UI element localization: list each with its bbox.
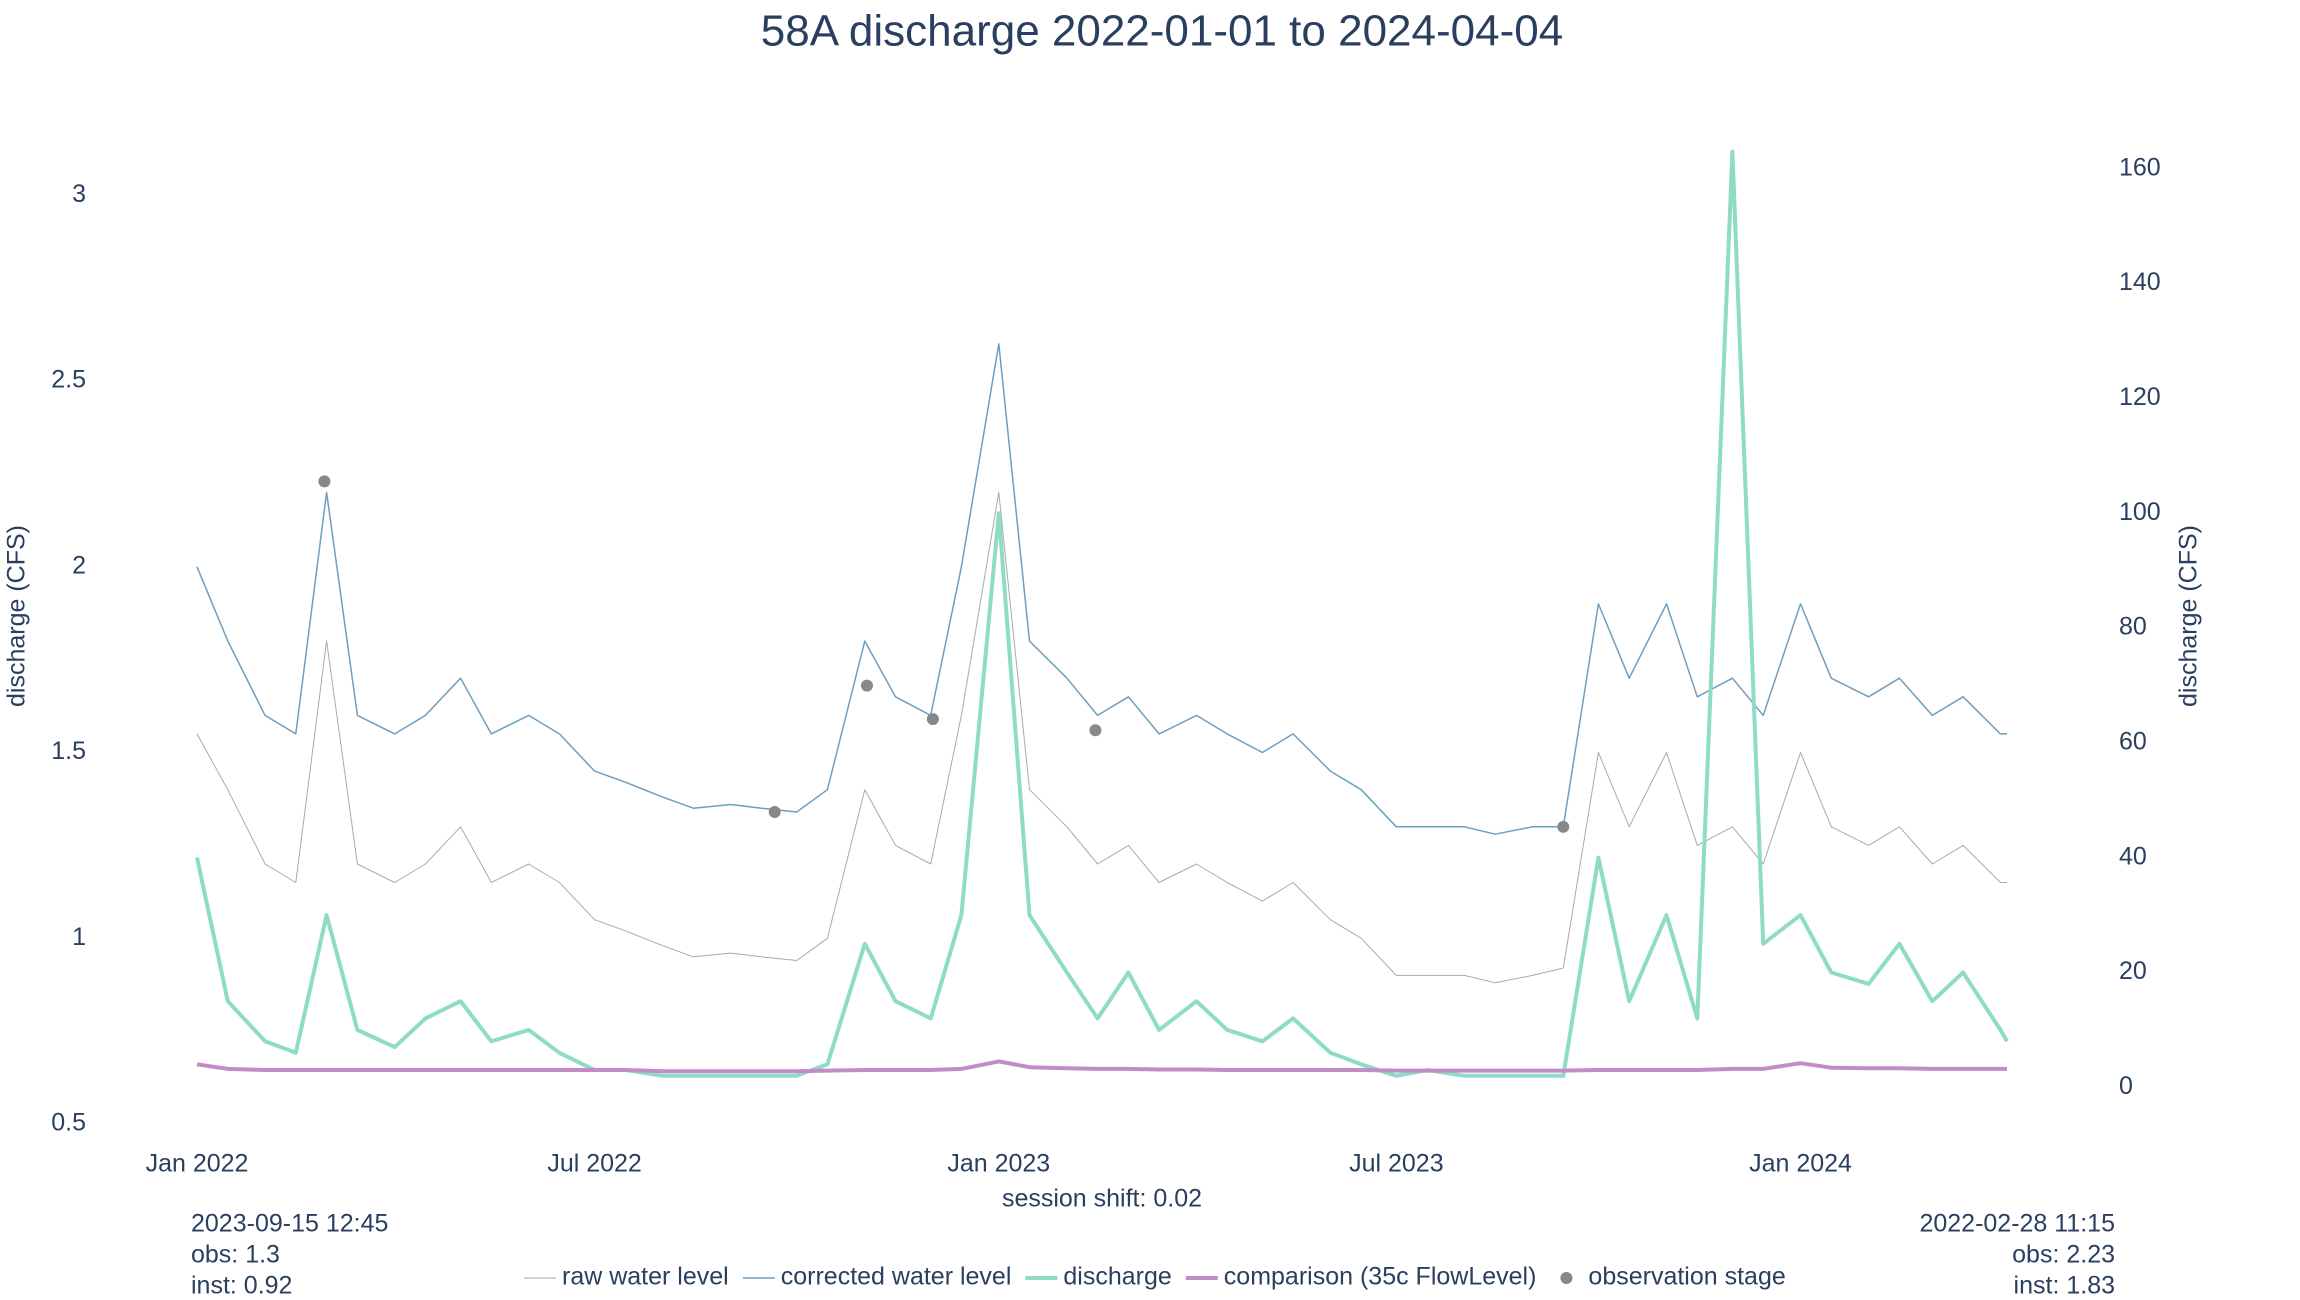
x-tick-label: Jan 2023: [947, 1150, 1050, 1178]
observation-point: [860, 679, 873, 692]
legend-symbol: [1560, 1272, 1573, 1284]
chart-title: 58A discharge 2022-01-01 to 2024-04-04: [761, 7, 1563, 56]
y-tick-label: 2: [72, 551, 86, 579]
y-tick-label: 2.5: [51, 366, 86, 394]
x-tick-label: Jul 2023: [1349, 1150, 1444, 1178]
annotation-left: 2023-09-15 12:45: [191, 1210, 388, 1238]
legend-label: raw water level: [562, 1263, 729, 1291]
y-tick-label: 1: [72, 923, 86, 951]
y-tick-label: 0.5: [51, 1109, 86, 1137]
annotation-right: inst: 1.83: [2014, 1272, 2115, 1300]
y2-axis-title: discharge (CFS): [2175, 525, 2203, 707]
legend-label: observation stage: [1588, 1263, 1785, 1291]
observation-point: [318, 475, 331, 488]
y-tick-label: 1.5: [51, 737, 86, 765]
y-axis-title: discharge (CFS): [3, 525, 31, 707]
legend-label: discharge: [1063, 1263, 1171, 1291]
x-tick-label: Jan 2022: [146, 1150, 249, 1178]
y-tick-label: 3: [72, 180, 86, 208]
y2-tick-label: 140: [2119, 268, 2161, 296]
series-line: [195, 149, 2009, 1078]
series-line: [196, 343, 2007, 835]
y2-tick-label: 80: [2119, 613, 2147, 641]
y2-tick-label: 40: [2119, 842, 2147, 870]
annotation-left: inst: 0.92: [191, 1272, 292, 1300]
y2-tick-label: 100: [2119, 498, 2161, 526]
y2-tick-label: 0: [2119, 1072, 2133, 1100]
y2-tick-label: 20: [2119, 957, 2147, 985]
observation-point: [768, 805, 781, 818]
y2-tick-label: 160: [2119, 153, 2161, 181]
legend-label: comparison (35c FlowLevel): [1224, 1263, 1537, 1291]
series-line: [196, 492, 2007, 984]
observation-point: [1089, 724, 1102, 737]
session-shift: session shift: 0.02: [1002, 1185, 1202, 1213]
x-tick-label: Jul 2022: [547, 1150, 642, 1178]
y2-tick-label: 120: [2119, 383, 2161, 411]
series-line: [196, 1059, 2007, 1074]
y2-tick-label: 60: [2119, 727, 2147, 755]
annotation-left: obs: 1.3: [191, 1241, 280, 1269]
x-tick-label: Jan 2024: [1749, 1150, 1852, 1178]
annotation-right: obs: 2.23: [2012, 1241, 2115, 1269]
legend-label: corrected water level: [781, 1263, 1012, 1291]
annotation-right: 2022-02-28 11:15: [1919, 1210, 2115, 1238]
observation-point: [926, 713, 939, 726]
observation-point: [1557, 820, 1570, 833]
